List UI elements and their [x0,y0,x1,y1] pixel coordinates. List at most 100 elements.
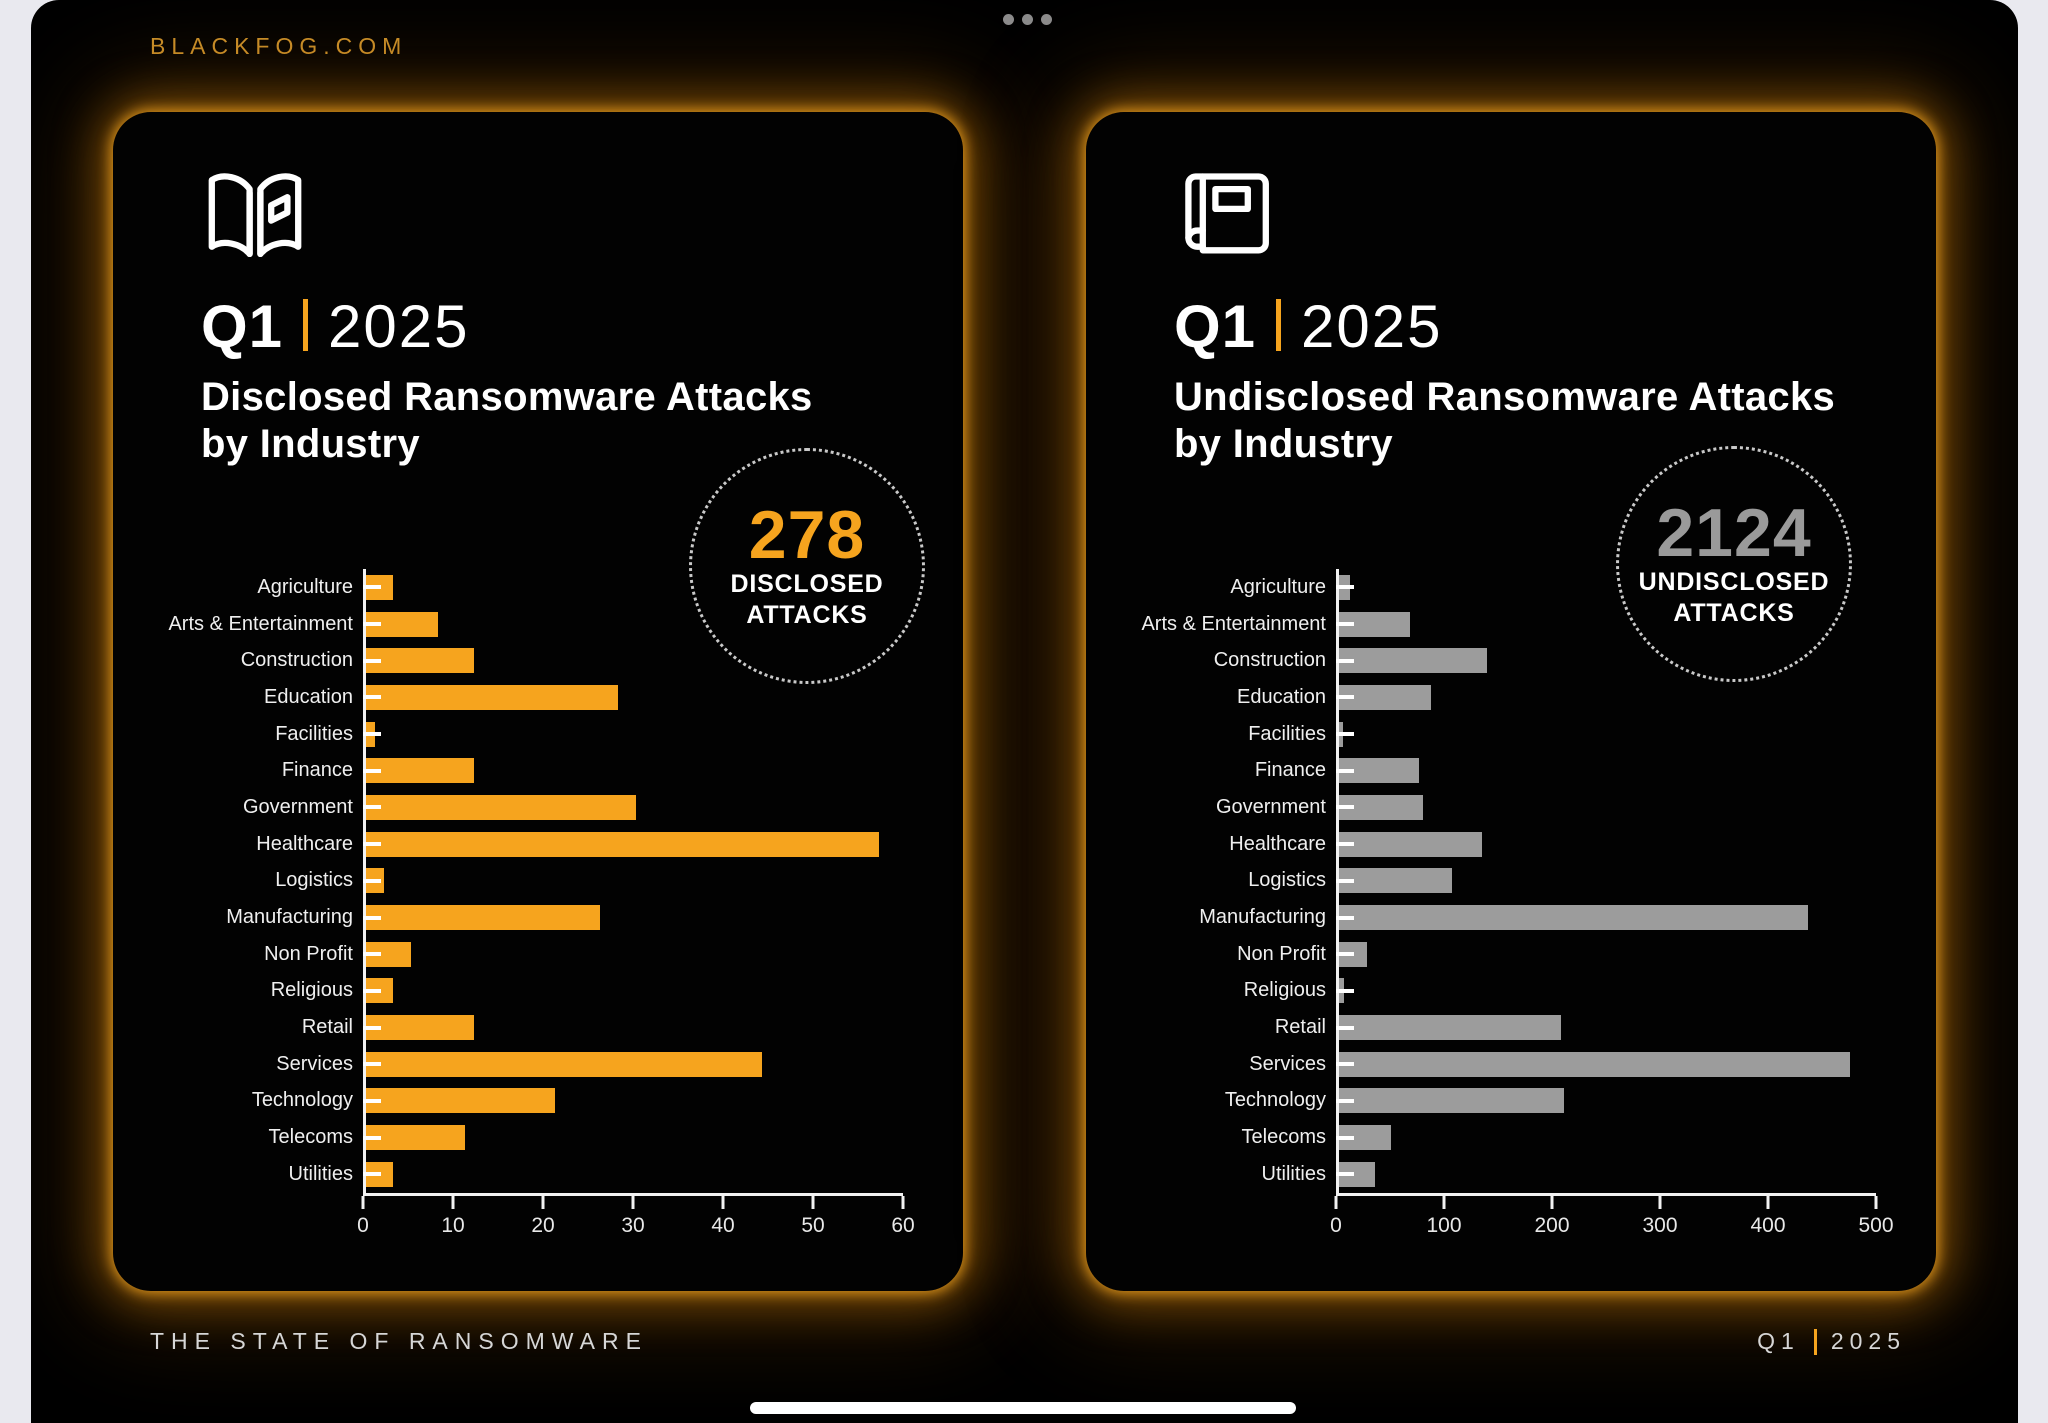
category-tick [1336,1062,1354,1067]
badge-label: DISCLOSED [730,569,884,598]
bar-row: Retail [1275,1009,1876,1046]
category-label: Utilities [1261,1162,1326,1185]
category-tick [363,952,381,957]
closed-book-icon [1185,173,1269,254]
bar-row: Non Profit [264,936,903,973]
axis-tick-label: 10 [441,1214,465,1237]
bar-row: Facilities [1248,716,1876,753]
undisclosed-total-badge: 2124 UNDISCLOSED ATTACKS [1616,446,1852,682]
category-tick [1336,1025,1354,1030]
category-label: Education [1237,685,1326,708]
bar-row: Services [1249,1046,1876,1083]
bar [1339,684,1431,710]
category-label: Retail [1274,1016,1326,1039]
bar-row: Education [264,679,903,716]
axis-tick-label: 20 [531,1214,555,1237]
undisclosed-attacks-panel: Q1 2025 Undisclosed Ransomware Attacks b… [1086,112,1936,1291]
bar-row: Construction [1214,642,1876,679]
category-label: Retail [301,1016,353,1039]
bar-row: Retail [302,1009,903,1046]
category-label: Religious [270,979,353,1002]
category-label: Facilities [275,722,353,745]
category-label: Finance [1254,759,1326,782]
category-tick [363,622,381,627]
bar [366,1088,555,1114]
category-label: Construction [240,649,353,672]
bar-row: Technology [1225,1083,1876,1120]
axis-tick [1658,1196,1662,1209]
category-label: Healthcare [1229,832,1326,855]
bar-row: Manufacturing [1199,899,1876,936]
title-separator [1276,298,1282,351]
badge-label: UNDISCLOSED [1638,567,1830,596]
category-tick [1336,805,1354,810]
bar-row: Technology [252,1083,903,1120]
category-tick [1336,732,1354,737]
axis-tick-label: 60 [891,1214,915,1237]
category-tick [1336,915,1354,920]
axis-tick-label: 500 [1858,1214,1894,1237]
bar-row: Healthcare [1229,826,1876,863]
category-tick [363,658,381,663]
category-tick [1336,658,1354,663]
bar-row: Finance [1255,752,1876,789]
category-tick [363,988,381,993]
title-separator [303,298,309,351]
category-tick [1336,1098,1354,1103]
bar [1339,648,1487,674]
axis-tick-label: 400 [1750,1214,1786,1237]
category-label: Logistics [275,869,353,892]
axis-tick [541,1196,545,1209]
category-tick [363,1025,381,1030]
bar [366,831,879,857]
axis-tick [1334,1196,1338,1209]
axis-tick [1766,1196,1770,1209]
bar-row: Agriculture [1230,569,1876,606]
badge-label: ATTACKS [1673,599,1795,627]
bar [1339,1015,1562,1041]
bar-row: Facilities [275,716,903,753]
bar-row: Finance [282,752,903,789]
category-label: Government [1215,795,1326,818]
category-label: Telecoms [1241,1126,1326,1149]
bar [366,1125,465,1151]
category-label: Services [276,1052,353,1075]
badge-value: 2124 [1656,494,1812,571]
category-tick [1336,768,1354,773]
bar [1339,1088,1564,1114]
category-label: Telecoms [268,1126,353,1149]
bar [366,794,636,820]
footer-quarter: Q1 2025 [1757,1328,1906,1355]
dot-icon [1022,14,1033,25]
bar [1339,831,1482,857]
open-book-icon [208,173,302,258]
bar [366,758,474,784]
bar-row: Utilities [289,1156,903,1193]
bar [1339,905,1808,931]
panel-subtitle: Undisclosed Ransomware Attacks by Indust… [1174,375,1836,467]
category-label: Arts & Entertainment [168,612,353,635]
bar [1339,1051,1850,1077]
axis-tick-label: 30 [621,1214,645,1237]
bar-row: Non Profit [1237,936,1876,973]
dot-icon [1041,14,1052,25]
axis-tick-label: 40 [711,1214,735,1237]
category-tick [1336,988,1354,993]
category-tick [1336,1135,1354,1140]
axis-tick-label: 0 [357,1214,369,1237]
category-label: Agriculture [1230,575,1326,598]
category-label: Services [1249,1052,1326,1075]
bar-row: Logistics [275,863,903,900]
category-tick [1336,842,1354,847]
category-label: Facilities [1248,722,1326,745]
multitasking-dots-indicator[interactable] [1003,14,1052,25]
year-label: 2025 [1301,293,1443,360]
axis-tick [1442,1196,1446,1209]
app-window: BLACKFOG.COM Q1 2025 Disclosed Ransomwar… [31,0,2018,1423]
category-tick [1336,622,1354,627]
axis-tick [451,1196,455,1209]
panel-subtitle: Disclosed Ransomware Attacks by Industry [201,375,813,467]
footer-quarter-label: Q1 [1757,1328,1800,1354]
axis-tick-label: 50 [801,1214,825,1237]
home-indicator[interactable] [750,1402,1296,1414]
